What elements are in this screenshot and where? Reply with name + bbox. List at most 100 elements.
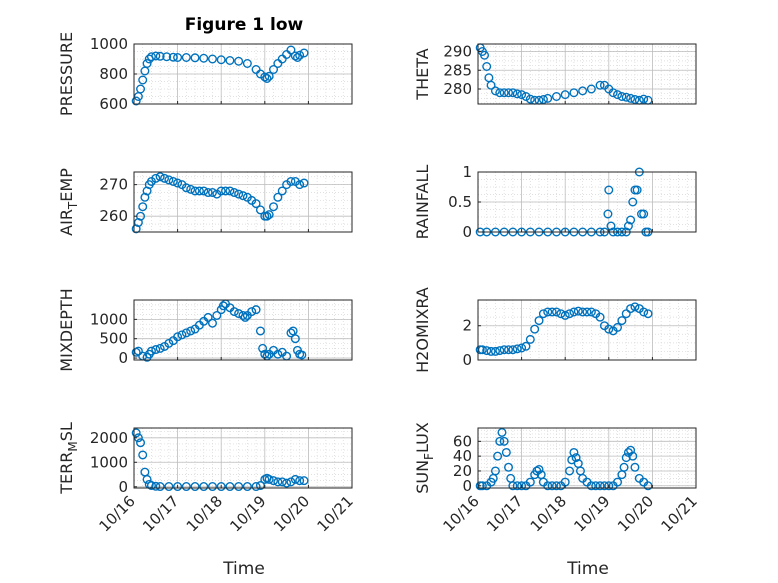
- sun_flux-point: [599, 481, 609, 491]
- air_temp-point: [277, 186, 287, 196]
- theta-point: [486, 80, 496, 90]
- pressure-point: [216, 55, 226, 65]
- air_temp-point: [221, 186, 231, 196]
- subplot-pressure: 600 800 1000 PRESSURE: [57, 32, 353, 116]
- theta-point: [517, 90, 527, 100]
- mixdepth-point: [203, 312, 213, 322]
- terr_msl-ytick-label: 2000: [90, 429, 128, 447]
- rainfall-point: [623, 221, 633, 231]
- theta-axes-box: [477, 43, 697, 105]
- air_temp-point: [238, 191, 248, 201]
- air_temp-point: [295, 180, 305, 190]
- air_temp-point: [229, 188, 239, 198]
- sun_flux-xtick-label: 10/21: [658, 492, 701, 535]
- terr_msl-point: [286, 477, 296, 487]
- pressure-point: [146, 52, 156, 62]
- pressure-point: [155, 51, 165, 61]
- h2omixra-point: [617, 316, 627, 326]
- terr_msl-xtick-label: 10/18: [183, 492, 226, 535]
- pressure-point: [299, 48, 309, 58]
- sun_flux-point: [501, 447, 511, 457]
- sun_flux-ytick-label: 0: [462, 477, 472, 495]
- terr_msl-point: [155, 482, 165, 492]
- mixdepth-ylabel: MIXDEPTH: [57, 288, 76, 371]
- sun_flux-point: [628, 451, 638, 461]
- pressure-point: [269, 64, 279, 74]
- sun_flux-point: [495, 436, 505, 446]
- rainfall-point: [604, 185, 614, 195]
- subplot-rainfall: 0 0.5 1 RAINFALL: [413, 163, 697, 241]
- sun_flux-point: [547, 481, 557, 491]
- sun_flux-ylabel: SUNFLUX: [413, 422, 436, 494]
- theta-point: [595, 80, 605, 90]
- theta-ytick-label: 280: [443, 80, 472, 98]
- pressure-point: [262, 73, 272, 83]
- h2omixra-ylabel: H2OMIXRA: [413, 287, 432, 373]
- terr_msl-xtick-label: 10/19: [226, 492, 269, 535]
- h2omixra-point: [621, 309, 631, 319]
- sun_flux-point: [619, 462, 629, 472]
- h2omixra-point: [626, 304, 636, 314]
- terr_msl-point: [138, 450, 148, 460]
- air_temp-point: [138, 202, 148, 212]
- h2omixra-point: [490, 346, 500, 356]
- sun_flux-point: [571, 453, 581, 463]
- sun_flux-point: [621, 453, 631, 463]
- terr_msl-point: [131, 428, 141, 438]
- pressure-point: [225, 56, 235, 66]
- air_temp-point: [255, 205, 265, 215]
- terr_msl-ylabel: TERRMSL: [57, 422, 80, 495]
- sun_flux-xtick-label: 10/16: [440, 492, 483, 535]
- terr_msl-xtick-label: 10/16: [96, 492, 139, 535]
- h2omixra-point: [569, 307, 579, 317]
- h2omixra-point: [486, 346, 496, 356]
- terr_msl-axes-box: [133, 427, 353, 489]
- air_temp-ytick-label: 270: [99, 176, 128, 194]
- sun_flux-point: [604, 481, 614, 491]
- theta-point: [621, 92, 631, 102]
- h2omixra-point: [639, 307, 649, 317]
- x-axis-label-right: Time: [566, 559, 609, 579]
- terr_msl-xtick-label: 10/17: [139, 492, 182, 535]
- pressure-point: [290, 51, 300, 61]
- theta-point: [551, 91, 561, 101]
- theta-point: [499, 88, 509, 98]
- pressure-series: [131, 45, 309, 106]
- theta-point: [578, 86, 588, 96]
- sun_flux-point: [586, 481, 596, 491]
- terr_msl-ytick-label: 1000: [90, 453, 128, 471]
- terr_msl-xtick-label: 10/21: [314, 492, 357, 535]
- terr_msl-point: [146, 481, 156, 491]
- terr_msl-point: [136, 438, 146, 448]
- mixdepth-point: [155, 343, 165, 353]
- mixdepth-point: [146, 346, 156, 356]
- sun_flux-point: [643, 481, 653, 491]
- mixdepth-point: [234, 309, 244, 319]
- h2omixra-point: [517, 343, 527, 353]
- theta-point: [482, 62, 492, 72]
- sun_flux-ytick-label: 60: [453, 432, 472, 450]
- sun_flux-point: [497, 427, 507, 437]
- theta-point: [630, 94, 640, 104]
- theta-point: [560, 90, 570, 100]
- sun_flux-point: [630, 462, 640, 472]
- terr_msl-point: [290, 474, 300, 484]
- air_temp-point: [251, 199, 261, 209]
- air_temp-point: [269, 202, 279, 212]
- terr_msl-point: [142, 474, 152, 484]
- rainfall-point: [603, 209, 613, 219]
- pressure-point: [295, 50, 305, 60]
- theta-ytick-label: 290: [443, 43, 472, 61]
- terr_msl-point: [164, 482, 174, 492]
- sun_flux-point: [525, 477, 535, 487]
- sun_flux-xtick-label: 10/19: [570, 492, 613, 535]
- h2omixra-point: [582, 307, 592, 317]
- pressure-point: [131, 96, 141, 106]
- theta-point: [504, 88, 514, 98]
- air_temp-plot-area: [134, 172, 352, 232]
- terr_msl-point: [282, 478, 292, 488]
- theta-point: [569, 88, 579, 98]
- terr_msl-point: [251, 482, 261, 492]
- terr_msl-point: [299, 476, 309, 486]
